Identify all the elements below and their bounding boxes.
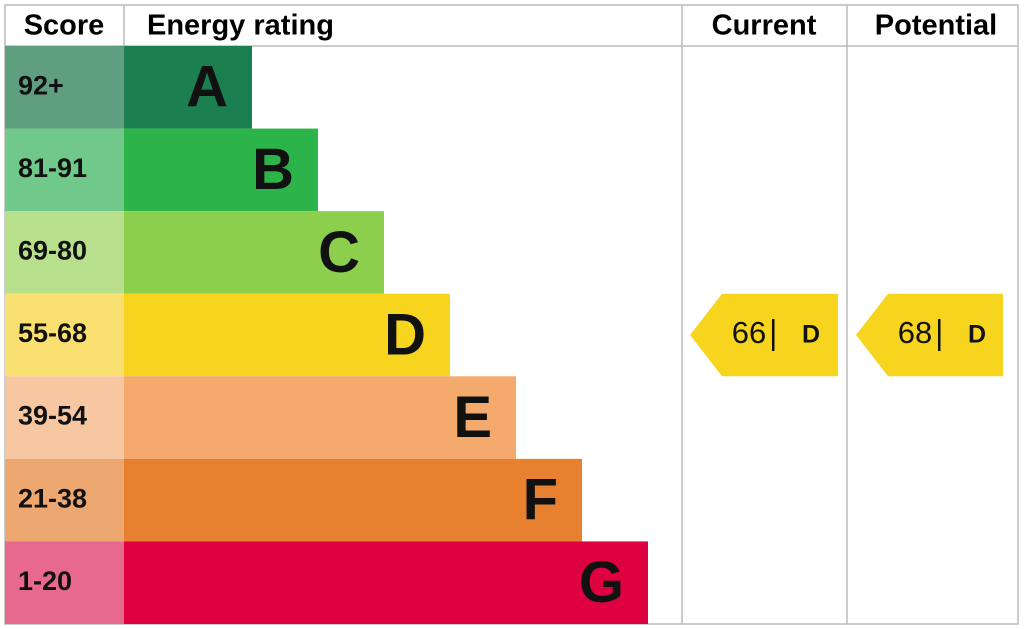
header: Energy rating [147,10,334,42]
rating-bar [124,211,384,294]
rating-bar [124,458,582,542]
arrow-value: 66 [732,315,766,350]
score-cell [5,458,124,542]
band-letter: D [384,302,426,367]
rating-bar [124,46,252,129]
band-letter: A [186,55,228,120]
score-label: 1-20 [18,566,72,596]
arrow-divider [938,319,941,351]
arrow-divider [772,319,775,351]
band-letter: B [252,137,294,202]
rating-bar [124,376,516,459]
score-label: 55-68 [18,318,87,348]
arrow-band: D [802,321,820,349]
score-cell [5,46,124,129]
band-letter: E [453,385,492,450]
arrow-value: 68 [898,315,932,350]
score-label: 92+ [18,70,64,100]
score-label: 81-91 [18,153,87,183]
header: Current [712,10,817,42]
score-label: 39-54 [18,401,87,431]
score-label: 69-80 [18,236,87,266]
rating-bar [124,293,450,377]
rating-arrow [856,293,1003,377]
band-letter: C [318,220,360,285]
band-letter: F [523,467,558,532]
score-cell [5,128,124,212]
arrow-band: D [968,321,986,349]
score-cell [5,541,124,624]
score-cell [5,211,124,294]
rating-arrow [690,293,838,377]
score-label: 21-38 [18,483,87,513]
header: Score [24,10,105,42]
header: Potential [875,10,997,42]
score-cell [5,293,124,377]
rating-bar [124,128,318,212]
score-cell [5,376,124,459]
rating-bar [124,541,648,624]
band-letter: G [579,550,624,615]
